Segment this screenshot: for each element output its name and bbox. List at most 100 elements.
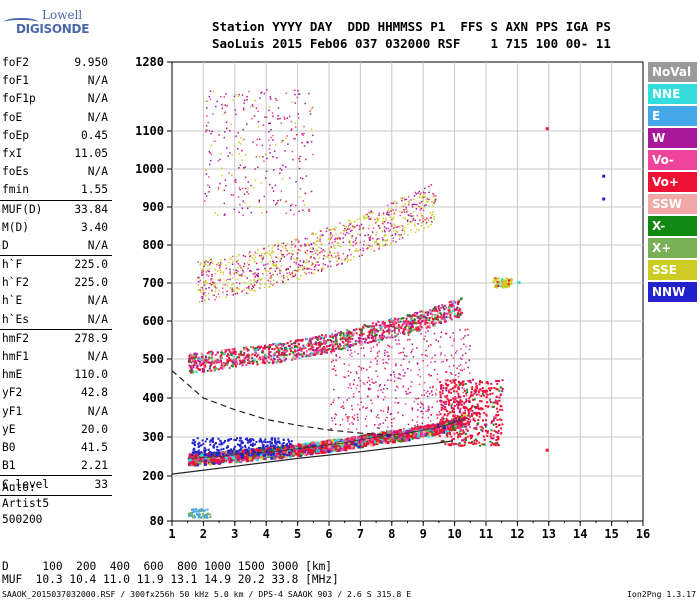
- echo-point: [371, 443, 375, 447]
- echo-point: [201, 439, 204, 442]
- echo-point: [338, 343, 341, 346]
- echo-point: [335, 341, 338, 344]
- logo-line1: Lowell: [42, 8, 83, 22]
- echo-point: [380, 409, 382, 412]
- echo-point: [391, 323, 394, 326]
- echo-point: [263, 347, 266, 350]
- echo-point: [452, 397, 455, 400]
- echo-point: [422, 432, 426, 436]
- y-tick-label: 80: [150, 514, 164, 528]
- echo-point: [240, 453, 244, 457]
- echo-point: [292, 351, 295, 354]
- echo-point: [312, 441, 316, 445]
- echo-point: [471, 388, 474, 391]
- echo-point: [271, 448, 274, 452]
- y-tick-label: 1280: [135, 55, 164, 69]
- echo-point: [418, 383, 421, 386]
- echo-point: [369, 384, 371, 386]
- echo-point: [239, 353, 242, 356]
- echo-point: [272, 444, 275, 447]
- echo-point: [445, 419, 448, 422]
- echo-point: [249, 441, 252, 444]
- echo-point: [200, 451, 203, 454]
- echo-point: [388, 355, 390, 357]
- echo-point: [402, 351, 404, 354]
- echo-point: [245, 459, 249, 463]
- echo-point: [390, 379, 392, 382]
- echo-point: [289, 443, 292, 446]
- echo-point: [451, 403, 454, 405]
- echo-point: [335, 337, 338, 340]
- echo-point: [331, 345, 334, 348]
- echo-point: [397, 402, 400, 404]
- echo-point: [423, 381, 426, 384]
- echo-point: [281, 352, 284, 355]
- echo-point: [410, 318, 413, 321]
- echo-point: [433, 429, 436, 432]
- echo-point: [436, 378, 439, 381]
- echo-point: [445, 396, 448, 399]
- echo-point: [192, 354, 195, 357]
- echo-point: [382, 422, 385, 424]
- echo-point: [209, 365, 212, 368]
- echo-point: [425, 316, 427, 319]
- echo-point: [232, 452, 236, 456]
- echo-point: [335, 339, 338, 342]
- echo-point: [196, 458, 200, 462]
- echo-point: [396, 377, 399, 379]
- echo-point: [278, 361, 281, 364]
- echo-point: [288, 344, 291, 347]
- echo-point: [340, 448, 344, 452]
- echo-point: [228, 367, 231, 370]
- echo-point: [188, 357, 191, 360]
- echo-point: [206, 438, 209, 440]
- echo-point: [216, 358, 219, 361]
- echo-point: [343, 444, 345, 447]
- echo-point: [461, 414, 464, 417]
- param-row: foE N/A: [0, 109, 112, 127]
- echo-point: [378, 427, 380, 429]
- echo-point: [327, 339, 330, 342]
- echo-point: [348, 364, 350, 366]
- echo-point: [395, 327, 398, 329]
- echo-point: [454, 414, 457, 417]
- echo-point: [362, 347, 365, 349]
- station-header: Station YYYY DAY DDD HHMMSS P1 FFS S AXN…: [212, 18, 611, 52]
- echo-point: [375, 333, 378, 336]
- echo-point: [495, 425, 498, 428]
- echo-point: [257, 451, 260, 454]
- echo-point: [445, 410, 448, 412]
- echo-point: [448, 444, 451, 447]
- auto-label: Auto:: [2, 481, 36, 494]
- echo-point: [492, 423, 495, 426]
- echo-point: [228, 451, 231, 454]
- echo-point: [392, 319, 395, 322]
- echo-point: [441, 416, 444, 419]
- echo-point: [383, 324, 386, 327]
- echo-point: [324, 448, 328, 452]
- echo-point: [493, 442, 496, 445]
- echo-point: [426, 424, 430, 428]
- param-value: 33.84: [74, 202, 108, 216]
- echo-point: [384, 239, 386, 241]
- echo-point: [368, 333, 371, 336]
- echo-point: [486, 430, 489, 433]
- echo-point: [238, 353, 241, 356]
- echo-point: [294, 345, 297, 348]
- echo-point: [422, 360, 424, 362]
- echo-point: [342, 336, 345, 339]
- echo-point: [323, 337, 325, 340]
- echo-point: [344, 339, 347, 342]
- echo-point: [430, 312, 433, 315]
- echo-point: [357, 337, 360, 339]
- echo-point: [457, 394, 460, 397]
- echo-point: [462, 412, 465, 414]
- echo-point: [429, 322, 432, 324]
- echo-point: [490, 421, 493, 424]
- echo-point: [460, 364, 462, 366]
- echo-point: [188, 355, 191, 358]
- echo-point: [272, 454, 275, 457]
- echo-point: [251, 359, 254, 362]
- echo-point: [209, 458, 213, 462]
- echo-point: [453, 339, 455, 342]
